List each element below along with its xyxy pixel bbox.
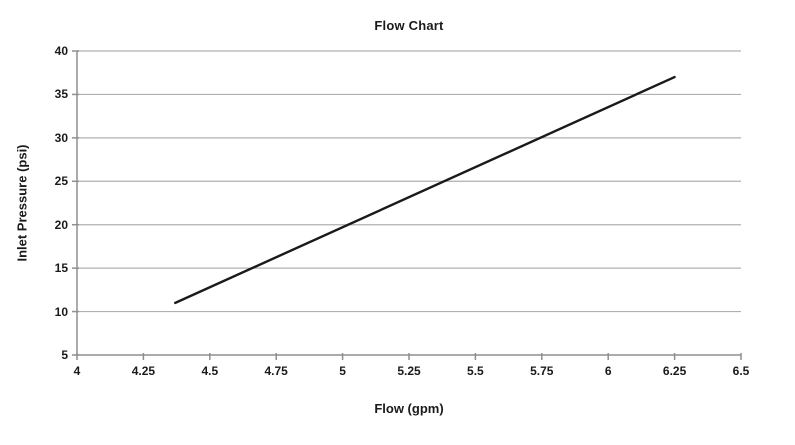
x-tick-label: 5.5 (467, 364, 484, 378)
y-tick-label: 5 (61, 348, 68, 362)
x-tick-label: 5.25 (397, 364, 421, 378)
data-line (174, 75, 676, 305)
y-tick-label: 30 (54, 130, 68, 145)
x-tick-label: 6.5 (732, 364, 750, 378)
x-axis-title: Flow (gpm) (374, 401, 444, 416)
y-tick-label: 15 (54, 261, 68, 276)
x-tick-label: 6.25 (662, 364, 687, 378)
y-tick-label: 35 (54, 87, 68, 102)
y-tick-label: 20 (54, 217, 68, 232)
x-tick-label: 5.75 (530, 364, 554, 378)
x-tick-label: 6 (604, 364, 612, 378)
x-tick-label: 4 (73, 364, 81, 378)
x-tick-label: 4.75 (264, 364, 288, 378)
y-tick-label: 40 (54, 44, 68, 58)
chart-title: Flow Chart (374, 18, 444, 33)
x-tick-label: 5 (339, 364, 346, 378)
y-tick-label: 25 (54, 174, 68, 189)
y-tick-label: 10 (54, 304, 68, 319)
x-tick-label: 4.25 (131, 364, 156, 378)
x-tick-label: 4.5 (201, 364, 219, 378)
